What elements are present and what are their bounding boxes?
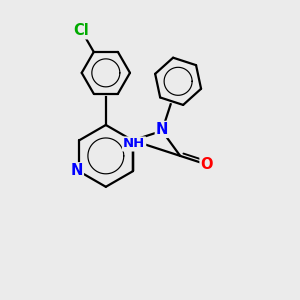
Text: NH: NH xyxy=(123,137,145,151)
Text: N: N xyxy=(156,122,168,137)
Text: O: O xyxy=(200,157,213,172)
Text: N: N xyxy=(70,163,83,178)
Text: Cl: Cl xyxy=(74,23,89,38)
